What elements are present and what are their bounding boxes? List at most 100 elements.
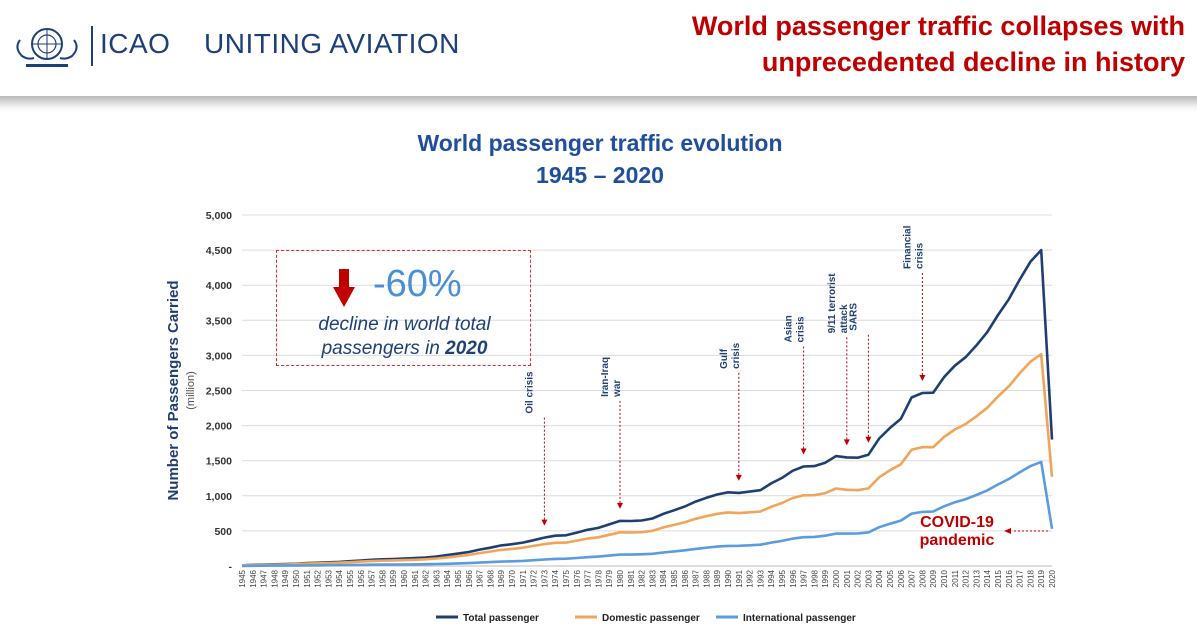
x-tick-label: 1984 bbox=[659, 569, 668, 587]
x-tick-label: 1956 bbox=[357, 569, 366, 587]
x-tick-label: 1989 bbox=[713, 569, 722, 587]
x-tick-label: 2006 bbox=[897, 569, 906, 587]
y-tick-label: 500 bbox=[214, 526, 232, 538]
x-tick-label: 2008 bbox=[918, 569, 927, 587]
slide-headline: World passenger traffic collapses with u… bbox=[565, 8, 1185, 80]
x-tick-label: 1967 bbox=[476, 569, 485, 587]
x-tick-label: 1977 bbox=[584, 569, 593, 587]
x-tick-label: 2020 bbox=[1048, 569, 1057, 587]
down-arrow-icon bbox=[541, 519, 548, 526]
y-tick-label: - bbox=[229, 561, 233, 573]
y-tick-label: 3,000 bbox=[206, 350, 232, 362]
y-tick-label: 4,500 bbox=[206, 245, 232, 257]
x-tick-label: 1964 bbox=[443, 569, 452, 587]
x-tick-label: 2014 bbox=[983, 569, 992, 587]
x-tick-label: 1981 bbox=[627, 569, 636, 587]
down-arrow-icon bbox=[333, 269, 355, 307]
x-tick-label: 1968 bbox=[486, 569, 495, 587]
passenger-traffic-chart: - 500 1,000 1,500 2,000 2,500 3,000 3,500 4,000 4… bbox=[165, 210, 1057, 624]
x-tick-label: 1983 bbox=[648, 569, 657, 587]
x-tick-label: 1990 bbox=[724, 569, 733, 587]
x-tick-label: 2003 bbox=[864, 569, 873, 587]
x-tick-label: 1994 bbox=[767, 569, 776, 587]
down-arrow-icon bbox=[919, 374, 926, 381]
x-tick-label: 1958 bbox=[378, 569, 387, 587]
x-tick-label: 1980 bbox=[616, 569, 625, 587]
y-tick-label: 3,500 bbox=[206, 315, 232, 327]
x-tick-label: 2001 bbox=[843, 569, 852, 587]
x-tick-label: 1949 bbox=[281, 569, 290, 587]
x-tick-label: 2004 bbox=[875, 569, 884, 587]
x-tick-label: 2011 bbox=[951, 569, 960, 587]
y-axis-unit: (million) bbox=[185, 371, 197, 410]
x-tick-label: 1991 bbox=[735, 569, 744, 587]
y-axis-title: Number of Passengers Carried bbox=[165, 280, 182, 500]
x-tick-label: 1979 bbox=[605, 569, 614, 587]
event-label: Oil crisis bbox=[524, 371, 535, 414]
y-tick-label: 1,000 bbox=[206, 491, 232, 503]
x-tick-label: 1975 bbox=[562, 569, 571, 587]
x-tick-label: 1957 bbox=[368, 569, 377, 587]
x-tick-label: 1951 bbox=[303, 569, 312, 587]
x-tick-label: 1946 bbox=[249, 569, 258, 587]
x-tick-label: 1976 bbox=[573, 569, 582, 587]
x-tick-label: 2015 bbox=[994, 569, 1003, 587]
event-label: crisis bbox=[796, 316, 807, 343]
x-tick-label: 2010 bbox=[940, 569, 949, 587]
x-tick-label: 2000 bbox=[832, 569, 841, 587]
event-label: Financial bbox=[902, 225, 913, 269]
x-tick-label: 1985 bbox=[670, 569, 679, 587]
x-tick-label: 2012 bbox=[962, 569, 971, 587]
x-tick-label: 1999 bbox=[821, 569, 830, 587]
event-label: war bbox=[612, 380, 623, 398]
left-arrow-icon bbox=[1004, 528, 1011, 534]
x-tick-label: 2009 bbox=[929, 569, 938, 587]
domestic-passenger-line bbox=[241, 352, 1054, 567]
event-label: Asian bbox=[784, 315, 795, 342]
x-tick-label: 1953 bbox=[324, 569, 333, 587]
legend-label: Total passenger bbox=[463, 613, 539, 624]
x-tick-label: 1965 bbox=[454, 569, 463, 587]
headline-line-2: unprecedented decline in history bbox=[761, 47, 1185, 77]
y-tick-label: 2,000 bbox=[206, 421, 232, 433]
x-tick-label: 2019 bbox=[1037, 569, 1046, 587]
event-label: crisis bbox=[914, 242, 925, 269]
x-tick-label: 1998 bbox=[810, 569, 819, 587]
chart-subtitle: 1945 – 2020 bbox=[536, 162, 664, 188]
covid-annotation: COVID-19 pandemic bbox=[912, 514, 1002, 550]
x-tick-label: 1997 bbox=[800, 569, 809, 587]
x-tick-label: 1996 bbox=[789, 569, 798, 587]
x-tick-label: 1952 bbox=[314, 569, 323, 587]
x-tick-label: 2005 bbox=[886, 569, 895, 587]
x-tick-label: 1987 bbox=[692, 569, 701, 587]
x-tick-label: 1995 bbox=[778, 569, 787, 587]
icao-emblem-logo bbox=[16, 28, 78, 67]
x-tick-label: 1955 bbox=[346, 569, 355, 587]
decline-callout: -60% decline in world total passengers i… bbox=[276, 250, 531, 366]
x-tick-label: 1974 bbox=[551, 569, 560, 587]
slide-header: ICAO UNITING AVIATION World passenger tr… bbox=[0, 0, 1197, 96]
brand-tagline: UNITING AVIATION bbox=[204, 28, 460, 59]
x-tick-label: 2018 bbox=[1026, 569, 1035, 587]
x-tick-label: 2002 bbox=[854, 569, 863, 587]
event-label: attack bbox=[839, 304, 850, 333]
x-tick-label: 1954 bbox=[335, 569, 344, 587]
x-tick-label: 1971 bbox=[519, 569, 528, 587]
brand-name: ICAO bbox=[100, 28, 171, 59]
event-label: Gulf bbox=[719, 348, 730, 369]
x-tick-label: 2017 bbox=[1016, 569, 1025, 587]
x-tick-label: 1972 bbox=[530, 569, 539, 587]
down-arrow-icon bbox=[865, 436, 872, 443]
brand-divider bbox=[91, 26, 93, 66]
down-arrow-icon bbox=[617, 502, 623, 509]
x-tick-label: 1948 bbox=[270, 569, 279, 587]
chart-title: World passenger traffic evolution bbox=[417, 130, 783, 156]
header-shadow bbox=[0, 96, 1197, 112]
event-label: SARS bbox=[848, 303, 859, 331]
international-passenger-line bbox=[241, 460, 1054, 568]
x-tick-label: 1988 bbox=[702, 569, 711, 587]
down-arrow-icon bbox=[843, 439, 850, 446]
x-tick-label: 1961 bbox=[411, 569, 420, 587]
x-tick-label: 1959 bbox=[389, 569, 398, 587]
y-tick-label: 5,000 bbox=[206, 210, 232, 222]
